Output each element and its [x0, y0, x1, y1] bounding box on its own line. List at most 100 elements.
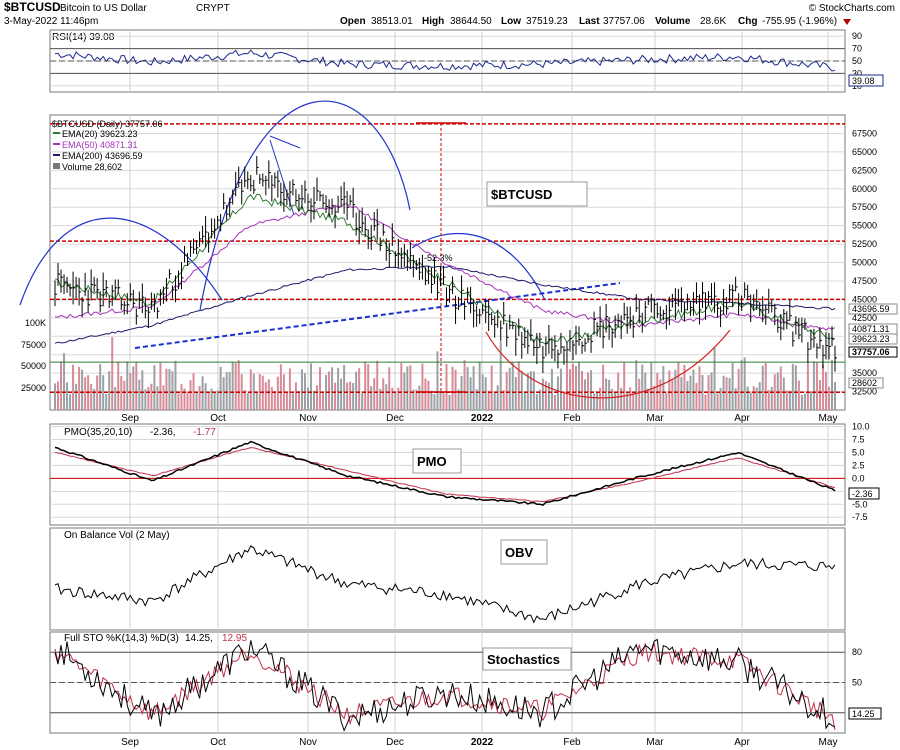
- volume-bar: [599, 387, 602, 410]
- volume-bar: [346, 382, 349, 410]
- volume-bar: [535, 394, 538, 410]
- volume-bar: [653, 385, 656, 410]
- volume-bar: [400, 363, 403, 410]
- volume-bar: [746, 386, 749, 410]
- volume-bar: [319, 367, 322, 410]
- y-tick-label: 42500: [852, 313, 877, 323]
- volume-bar: [114, 387, 117, 410]
- volume-bar: [78, 366, 81, 410]
- volume-bar: [282, 374, 285, 410]
- volume-bar: [168, 368, 171, 410]
- volume-bar: [252, 373, 255, 410]
- x-tick-label: Feb: [563, 413, 581, 424]
- volume-bar: [108, 371, 111, 410]
- y-tick-label: 50000: [852, 258, 877, 268]
- volume-bar: [162, 385, 165, 410]
- volume-bar: [141, 370, 144, 410]
- obv-annotation-label: OBV: [505, 545, 534, 560]
- x-tick-label: Mar: [646, 737, 664, 748]
- volume-bar: [349, 381, 352, 410]
- volume-bar: [547, 382, 550, 410]
- volume-bar: [526, 372, 529, 410]
- y-tick-label: 2.5: [852, 460, 865, 470]
- volume-bar: [303, 373, 306, 410]
- y-tick-label: 10.0: [852, 422, 870, 432]
- volume-bar: [773, 374, 776, 410]
- volume-bar: [671, 379, 674, 410]
- volume-bar: [469, 377, 472, 410]
- ema20-line: [54, 193, 836, 345]
- volume-bar: [806, 362, 809, 410]
- x-tick-label: Oct: [210, 737, 226, 748]
- volume-bar: [568, 369, 571, 410]
- header-exchange: CRYPT: [196, 3, 230, 14]
- volume-bar: [662, 365, 665, 410]
- pmo-frame: [49, 423, 846, 526]
- volume-bar: [812, 361, 815, 410]
- header-symbol: $BTCUSD: [4, 0, 61, 14]
- volume-bar: [436, 351, 439, 410]
- volume-bar: [719, 387, 722, 410]
- volume-bar: [267, 379, 270, 410]
- price-badge-value: 40871.31: [852, 324, 890, 334]
- volume-bar: [355, 371, 358, 410]
- volume-bar: [343, 364, 346, 410]
- y-tick-label: 47500: [852, 276, 877, 286]
- volume-bar: [499, 341, 502, 410]
- volume-bar: [222, 377, 225, 410]
- volume-bar: [273, 391, 276, 410]
- obv-panel: On Balance Vol (2 May) OBV: [54, 528, 836, 630]
- volume-bar: [111, 337, 114, 410]
- volume-bar: [328, 371, 331, 410]
- volume-bar: [581, 370, 584, 410]
- volume-bar: [602, 364, 605, 410]
- volume-bar: [210, 388, 213, 410]
- volume-bar: [129, 373, 132, 410]
- volume-bar: [668, 370, 671, 410]
- volume-bar: [689, 375, 692, 410]
- volume-bar: [734, 388, 737, 410]
- volume-bar: [177, 393, 180, 410]
- y-tick-label: 57500: [852, 202, 877, 212]
- ema200-swatch: [53, 154, 60, 156]
- volume-bar: [192, 373, 195, 410]
- volume-bar: [150, 383, 153, 410]
- volume-bar: [475, 389, 478, 410]
- volume-bar: [755, 387, 758, 410]
- x-tick-label: Apr: [734, 737, 750, 748]
- pmo-legend-name: PMO(35,20,10): [64, 427, 132, 438]
- pmo-panel: PMO(35,20,10) -2.36, -1.77 PMO 10.0 7.5 5.…: [50, 422, 880, 525]
- volume-bar: [608, 379, 611, 410]
- price-badge: [848, 303, 898, 315]
- volume-bar: [578, 361, 581, 410]
- volume-bar: [367, 364, 370, 410]
- sto-annotation-label: Stochastics: [487, 652, 560, 667]
- volume-bar: [692, 369, 695, 410]
- volume-bar: [445, 363, 448, 410]
- y-tick-label: 32500: [852, 387, 877, 397]
- rsi-line: [54, 49, 836, 72]
- volume-bar: [749, 392, 752, 410]
- y-tick-label: -7.5: [852, 512, 868, 522]
- volume-bar: [800, 394, 803, 410]
- volume-bar: [451, 366, 454, 410]
- volume-bar: [683, 364, 686, 410]
- volume-bar: [550, 368, 553, 410]
- x-tick-label: Feb: [563, 737, 581, 748]
- volume-bar: [219, 366, 222, 410]
- chg-label: Chg: [738, 16, 757, 27]
- volume-bar: [322, 391, 325, 410]
- volume-bar: [270, 387, 273, 410]
- cup-arc: [485, 329, 731, 399]
- volume-bar: [156, 386, 159, 410]
- x-tick-label: Sep: [121, 737, 139, 748]
- price-badge-value: 37757.06: [852, 347, 890, 357]
- volume-bar: [132, 366, 135, 410]
- ema20-swatch: [53, 132, 60, 134]
- volume-value: 28.6K: [700, 16, 726, 27]
- volume-bar: [508, 367, 511, 410]
- volume-bar: [457, 389, 460, 410]
- volume-bar: [370, 386, 373, 410]
- volume-bar: [309, 363, 312, 410]
- y-tick-label: 30: [852, 68, 862, 78]
